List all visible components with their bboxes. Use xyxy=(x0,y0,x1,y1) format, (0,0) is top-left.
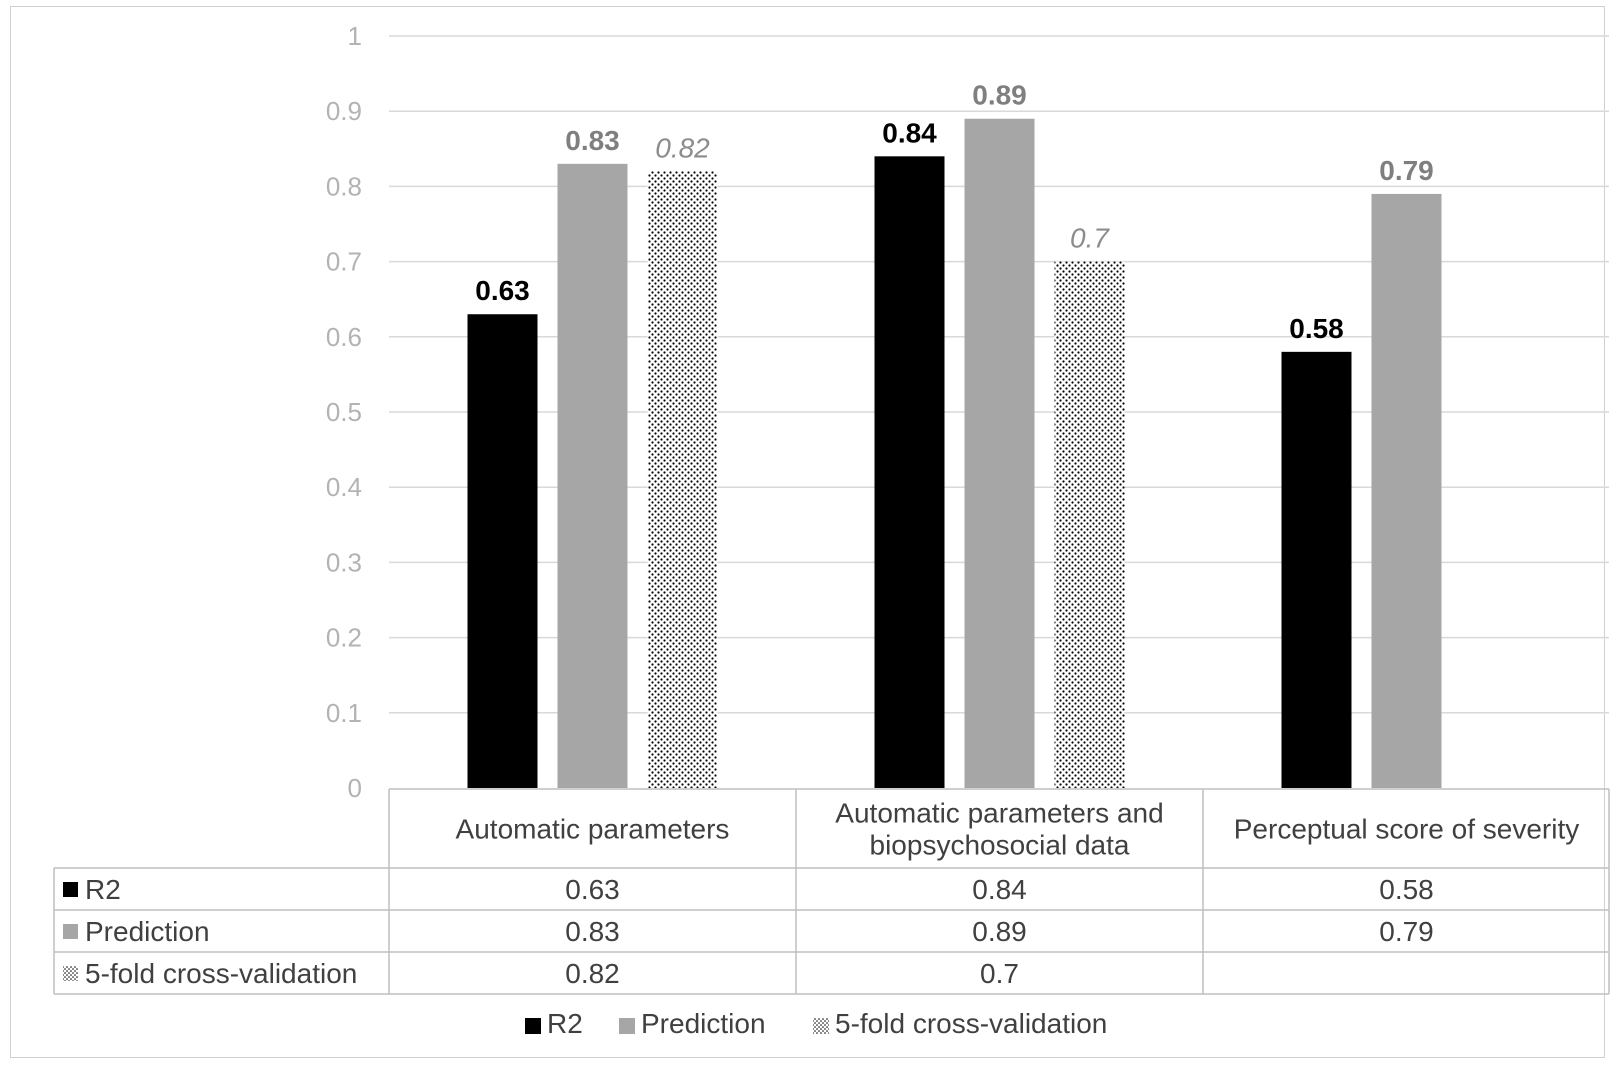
table-row-header: Prediction xyxy=(85,916,210,947)
table-cell: 0.84 xyxy=(972,874,1027,905)
data-label: 0.83 xyxy=(565,125,620,156)
y-tick-label: 0.7 xyxy=(326,247,362,277)
bar-5-fold-cross-validation xyxy=(1054,261,1125,789)
table-cell: 0.58 xyxy=(1379,874,1434,905)
legend: R2 Prediction 5-fold cross-validation xyxy=(525,1008,1107,1039)
table-cell: 0.7 xyxy=(980,958,1019,989)
y-tick-label: 0 xyxy=(348,773,362,803)
legend-label: Prediction xyxy=(641,1008,766,1039)
legend-key xyxy=(63,882,78,897)
bar-prediction xyxy=(1371,193,1442,789)
legend-key xyxy=(525,1018,541,1034)
y-tick-label: 0.9 xyxy=(326,96,362,126)
y-tick-label: 0.3 xyxy=(326,547,362,577)
data-label: 0.84 xyxy=(882,117,937,148)
chart-frame xyxy=(10,6,1605,1058)
legend-key xyxy=(63,966,78,981)
y-axis-ticks: 0 0.1 0.2 0.3 0.4 0.5 0.6 0.7 0.8 0.9 1 xyxy=(326,21,362,803)
category-label: Automatic parameters xyxy=(456,814,730,845)
table-cell: 0.63 xyxy=(565,874,620,905)
data-label: 0.58 xyxy=(1289,313,1344,344)
bar-5-fold-cross-validation xyxy=(647,171,718,789)
table-cell: 0.89 xyxy=(972,916,1027,947)
category-label: biopsychosocial data xyxy=(870,830,1130,861)
data-label: 0.79 xyxy=(1379,155,1434,186)
y-tick-label: 1 xyxy=(348,21,362,51)
y-tick-label: 0.4 xyxy=(326,472,362,502)
y-tick-label: 0.5 xyxy=(326,397,362,427)
table-row-header: 5-fold cross-validation xyxy=(85,958,357,989)
legend-key xyxy=(619,1018,635,1034)
bar-r2 xyxy=(874,156,945,788)
bar-prediction xyxy=(557,163,628,789)
category-label: Perceptual score of severity xyxy=(1234,814,1580,845)
table-row-header: R2 xyxy=(85,874,121,905)
y-tick-label: 0.1 xyxy=(326,698,362,728)
legend-label: R2 xyxy=(547,1008,583,1039)
y-tick-label: 0.8 xyxy=(326,171,362,201)
bar-r2 xyxy=(1281,351,1352,788)
data-labels: 0.63 0.83 0.82 0.84 0.89 0.7 0.58 0.79 xyxy=(475,80,1434,344)
legend-key xyxy=(63,924,78,939)
table-cell: 0.79 xyxy=(1379,916,1434,947)
table-cell: 0.83 xyxy=(565,916,620,947)
data-label: 0.89 xyxy=(972,80,1027,111)
data-label: 0.7 xyxy=(1070,223,1110,254)
data-label: 0.63 xyxy=(475,275,530,306)
bars xyxy=(467,118,1442,789)
legend-label: 5-fold cross-validation xyxy=(835,1008,1107,1039)
bar-r2 xyxy=(467,314,538,788)
legend-key xyxy=(813,1018,829,1034)
y-tick-label: 0.2 xyxy=(326,623,362,653)
category-label: Automatic parameters and xyxy=(835,798,1163,829)
y-tick-label: 0.6 xyxy=(326,322,362,352)
data-table: Automatic parameters Automatic parameters… xyxy=(53,788,1610,995)
bar-prediction xyxy=(964,118,1035,789)
data-label: 0.82 xyxy=(655,132,710,163)
table-cell: 0.82 xyxy=(565,958,620,989)
